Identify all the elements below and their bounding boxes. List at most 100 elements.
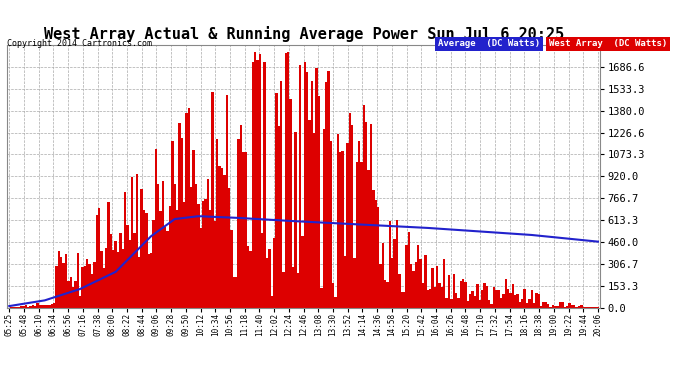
- Bar: [500, 298, 502, 307]
- Bar: [547, 304, 549, 307]
- Bar: [46, 305, 48, 308]
- Bar: [332, 283, 335, 308]
- Bar: [230, 230, 233, 308]
- Bar: [420, 259, 422, 308]
- Bar: [287, 52, 289, 308]
- Bar: [41, 305, 43, 308]
- Bar: [17, 307, 20, 308]
- Bar: [181, 138, 183, 308]
- Bar: [237, 140, 239, 308]
- Bar: [63, 263, 65, 308]
- Bar: [133, 234, 136, 308]
- Bar: [224, 176, 226, 308]
- Bar: [143, 210, 145, 308]
- Bar: [512, 284, 514, 308]
- Text: Average  (DC Watts): Average (DC Watts): [438, 39, 540, 48]
- Bar: [128, 240, 131, 308]
- Bar: [277, 126, 280, 308]
- Bar: [115, 241, 117, 308]
- Bar: [148, 254, 150, 308]
- Bar: [256, 60, 259, 308]
- Bar: [464, 282, 466, 308]
- Bar: [388, 221, 391, 308]
- Bar: [531, 290, 533, 308]
- Bar: [330, 141, 332, 308]
- Bar: [188, 108, 190, 307]
- Bar: [493, 288, 495, 308]
- Bar: [476, 284, 479, 308]
- Bar: [462, 279, 464, 308]
- Bar: [169, 206, 171, 308]
- Bar: [552, 305, 554, 308]
- Bar: [507, 290, 509, 308]
- Bar: [542, 302, 544, 307]
- Bar: [372, 189, 375, 308]
- Bar: [344, 256, 346, 307]
- Bar: [289, 99, 292, 308]
- Bar: [117, 252, 119, 308]
- Bar: [103, 268, 105, 308]
- Bar: [486, 286, 488, 308]
- Bar: [358, 141, 360, 308]
- Bar: [110, 234, 112, 308]
- Bar: [544, 302, 547, 307]
- Bar: [299, 65, 302, 308]
- Bar: [294, 132, 297, 308]
- Bar: [557, 306, 559, 308]
- Bar: [65, 254, 67, 308]
- Bar: [186, 113, 188, 308]
- Bar: [549, 307, 552, 308]
- Bar: [521, 299, 524, 307]
- Bar: [433, 287, 436, 308]
- Bar: [426, 290, 429, 308]
- Bar: [479, 300, 481, 307]
- Bar: [355, 162, 358, 308]
- Bar: [171, 141, 174, 308]
- Bar: [554, 306, 557, 308]
- Bar: [219, 166, 221, 308]
- Bar: [403, 292, 405, 308]
- Bar: [514, 295, 516, 307]
- Bar: [34, 306, 37, 308]
- Bar: [363, 105, 365, 308]
- Bar: [157, 184, 159, 308]
- Bar: [55, 266, 58, 308]
- Bar: [204, 199, 207, 308]
- Bar: [86, 260, 88, 308]
- Bar: [152, 220, 155, 308]
- Bar: [391, 258, 393, 308]
- Bar: [282, 272, 285, 308]
- Bar: [119, 233, 121, 308]
- Bar: [516, 294, 519, 307]
- Text: Copyright 2014 Cartronics.com: Copyright 2014 Cartronics.com: [7, 39, 152, 48]
- Bar: [450, 299, 453, 307]
- Bar: [443, 259, 446, 308]
- Bar: [53, 303, 55, 307]
- Bar: [207, 179, 209, 308]
- Bar: [247, 246, 249, 308]
- Bar: [318, 96, 320, 308]
- Bar: [519, 302, 521, 307]
- Bar: [400, 292, 403, 308]
- Bar: [495, 290, 497, 308]
- Bar: [195, 184, 197, 308]
- Bar: [190, 186, 193, 308]
- Bar: [72, 286, 75, 308]
- Bar: [533, 303, 535, 307]
- Bar: [100, 251, 103, 308]
- Bar: [342, 151, 344, 308]
- Bar: [193, 150, 195, 308]
- Bar: [105, 248, 108, 308]
- Bar: [48, 305, 50, 308]
- Bar: [226, 95, 228, 308]
- Bar: [481, 290, 483, 308]
- Bar: [313, 133, 315, 308]
- Bar: [25, 305, 27, 308]
- Bar: [346, 143, 348, 308]
- Bar: [306, 72, 308, 308]
- Bar: [559, 302, 561, 307]
- Bar: [587, 307, 590, 308]
- Bar: [228, 188, 230, 308]
- Bar: [455, 293, 457, 308]
- Bar: [308, 120, 310, 308]
